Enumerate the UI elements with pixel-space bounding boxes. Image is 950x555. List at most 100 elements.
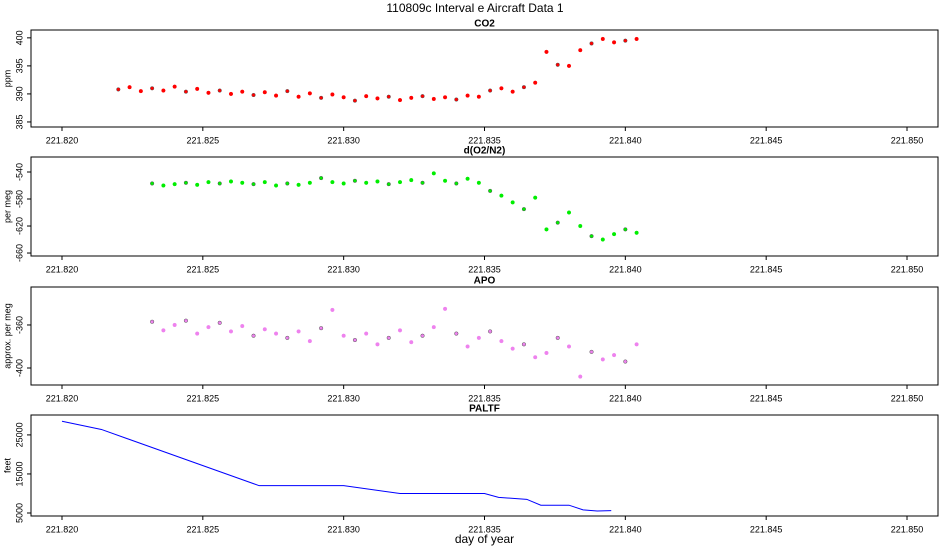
x-tick-label: 221.845 xyxy=(750,524,783,534)
x-tick-label: 221.850 xyxy=(891,135,924,145)
point xyxy=(589,234,594,239)
point xyxy=(431,96,436,102)
point xyxy=(206,180,211,185)
point xyxy=(161,183,166,188)
panel-title: APO xyxy=(474,276,496,287)
point xyxy=(251,333,256,338)
point xyxy=(544,350,549,355)
x-tick-label: 221.820 xyxy=(46,264,79,274)
point xyxy=(228,179,234,184)
point xyxy=(566,344,572,349)
point xyxy=(274,183,279,188)
point xyxy=(612,353,617,358)
point xyxy=(364,94,369,99)
point xyxy=(307,339,312,344)
point xyxy=(262,90,267,95)
point xyxy=(307,180,312,185)
x-tick-label: 221.825 xyxy=(187,524,220,534)
x-tick-label: 221.820 xyxy=(46,135,79,145)
x-tick-label: 221.825 xyxy=(187,264,220,274)
point xyxy=(397,180,403,185)
y-tick-label: 390 xyxy=(14,86,24,101)
y-axis-label: per meg xyxy=(2,190,12,223)
point xyxy=(183,318,188,323)
point xyxy=(341,181,346,186)
x-tick-label: 221.835 xyxy=(468,524,501,534)
point xyxy=(420,94,425,99)
point xyxy=(172,84,177,89)
y-tick-label: -360 xyxy=(14,316,24,334)
point xyxy=(600,357,605,362)
point xyxy=(228,91,234,96)
point xyxy=(206,90,211,95)
point xyxy=(488,329,493,334)
point xyxy=(330,92,335,97)
y-axis-label: feet xyxy=(2,457,12,473)
point xyxy=(285,181,290,186)
point xyxy=(612,40,617,45)
point xyxy=(397,328,403,333)
y-axis-label: ppm xyxy=(2,70,12,88)
point xyxy=(634,36,639,42)
point xyxy=(285,335,290,340)
point xyxy=(578,48,583,53)
point xyxy=(161,328,166,333)
point xyxy=(330,180,335,185)
point xyxy=(521,85,526,90)
point xyxy=(533,195,538,200)
plot-frame xyxy=(30,29,939,128)
y-tick-label: -620 xyxy=(14,217,24,235)
point xyxy=(634,342,639,347)
point xyxy=(623,38,628,43)
panel-title: d(O2/N2) xyxy=(464,146,506,157)
point xyxy=(465,93,470,98)
point xyxy=(578,374,583,379)
point xyxy=(465,344,470,349)
point xyxy=(386,182,391,187)
point xyxy=(330,307,335,312)
y-tick-label: 400 xyxy=(14,30,24,45)
point xyxy=(240,323,245,329)
point xyxy=(364,331,369,336)
point xyxy=(544,227,549,232)
point xyxy=(544,49,549,54)
y-tick-label: -540 xyxy=(14,163,24,181)
x-tick-label: 221.830 xyxy=(327,393,360,403)
point xyxy=(150,319,155,324)
point xyxy=(499,86,504,91)
x-tick-label: 221.840 xyxy=(609,524,642,534)
point xyxy=(375,342,380,347)
point xyxy=(499,193,504,198)
point xyxy=(251,182,256,187)
point xyxy=(183,180,188,185)
point xyxy=(488,88,493,93)
x-tick-label: 221.825 xyxy=(187,135,220,145)
point xyxy=(600,237,605,242)
y-tick-label: 15000 xyxy=(14,461,24,486)
x-tick-label: 221.845 xyxy=(750,135,783,145)
x-tick-label: 221.830 xyxy=(327,264,360,274)
y-tick-label: -660 xyxy=(14,244,24,262)
point xyxy=(409,178,414,183)
point xyxy=(296,329,301,334)
point xyxy=(217,320,222,325)
x-tick-label: 221.830 xyxy=(327,524,360,534)
x-tick-label: 221.825 xyxy=(187,393,220,403)
point xyxy=(454,181,459,186)
point xyxy=(319,95,324,100)
point xyxy=(183,89,188,94)
point xyxy=(566,63,572,68)
y-tick-label: 5000 xyxy=(14,503,24,523)
x-tick-label: 221.840 xyxy=(609,393,642,403)
point xyxy=(521,342,526,347)
point xyxy=(274,93,279,98)
point xyxy=(228,329,234,334)
point xyxy=(555,62,560,67)
point xyxy=(341,333,346,338)
point xyxy=(285,89,290,94)
point xyxy=(443,95,448,100)
y-tick-label: 395 xyxy=(14,58,24,73)
y-tick-label: 25000 xyxy=(14,422,24,447)
point xyxy=(375,179,380,184)
